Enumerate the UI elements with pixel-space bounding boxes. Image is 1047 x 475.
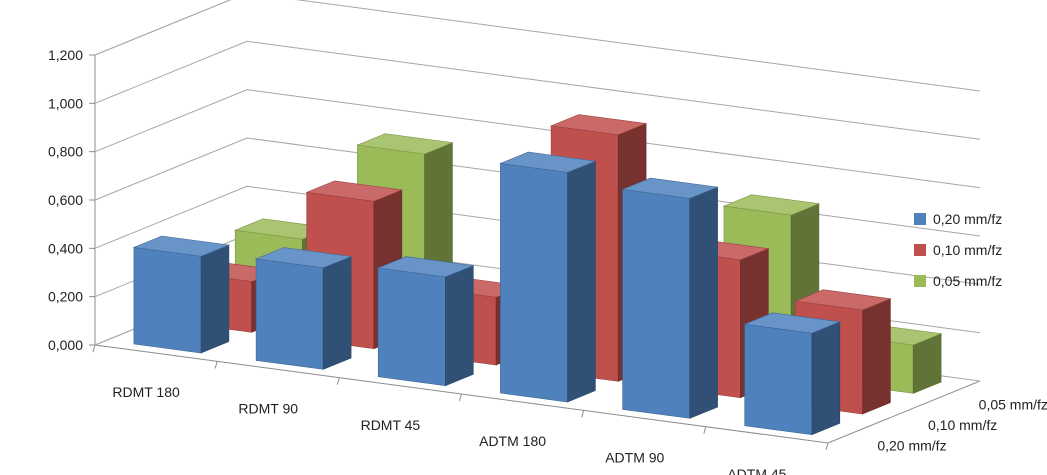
legend: 0,20 mm/fz 0,10 mm/fz 0,05 mm/fz: [914, 203, 1044, 296]
legend-item-series-1: 0,20 mm/fz: [914, 203, 1044, 234]
depth-axis-labels: 0,05 mm/fz 0,10 mm/fz 0,20 mm/fz: [877, 396, 1047, 453]
bars: [132, 114, 943, 436]
bar-top-face: [254, 247, 353, 269]
bar: [254, 247, 353, 370]
bar-side-face: [445, 265, 474, 387]
x-tick-mark: [825, 442, 829, 451]
bar-top-face: [549, 114, 648, 136]
bar-front-face: [255, 258, 324, 370]
x-tick-mark: [703, 426, 707, 434]
bar-top-face: [621, 177, 719, 199]
gridline: [94, 89, 981, 189]
y-tick-label: 1,000: [48, 95, 83, 111]
x-tick-label: RDMT 90: [238, 401, 298, 417]
x-tick-label: RDMT 45: [361, 417, 421, 433]
x-tick-mark: [92, 344, 96, 353]
depth-axis-label: 0,10 mm/fz: [928, 417, 997, 433]
bar-top-face: [305, 180, 403, 202]
y-tick-label: 0,200: [48, 289, 83, 305]
bar-side-face: [689, 186, 718, 419]
y-tick-label: 0,400: [48, 240, 83, 256]
x-tick-label: ADTM 90: [605, 450, 664, 466]
bar-front-face: [500, 163, 568, 403]
bar-front-face: [744, 323, 813, 436]
bar-top-face: [743, 312, 841, 334]
bar-top-face: [722, 194, 821, 216]
bar-front-face: [622, 189, 691, 419]
y-tick-label: 1,200: [48, 47, 83, 63]
legend-label: 0,10 mm/fz: [933, 241, 1003, 258]
legend-swatch: [914, 212, 926, 225]
bar-side-face: [200, 244, 230, 354]
wall-edge: [94, 0, 232, 56]
y-tick-label: 0,600: [48, 192, 83, 208]
gridline: [94, 0, 981, 92]
x-tick-label: ADTM 180: [479, 433, 546, 449]
bar-side-face: [862, 298, 891, 415]
bar-side-face: [567, 160, 596, 403]
bar-front-face: [133, 247, 202, 354]
y-axis-tick-labels: 0,000 0,200 0,400 0,600 0,800 1,000 1,200: [48, 47, 83, 353]
legend-swatch: [914, 274, 926, 287]
bar-side-face: [811, 321, 841, 436]
x-tick-mark: [581, 410, 585, 418]
bar: [499, 151, 597, 403]
x-tick-mark: [214, 361, 218, 369]
bar-top-face: [356, 133, 454, 155]
bar: [132, 235, 231, 354]
x-tick-mark: [459, 393, 462, 402]
gridline: [94, 40, 981, 140]
bar-top-face: [377, 256, 475, 278]
x-axis-tick-labels: RDMT 180 RDMT 90 RDMT 45 ADTM 180 ADTM 90 ADT…: [112, 384, 786, 475]
bar-top-face: [132, 235, 231, 257]
x-tick-label: RDMT 180: [112, 384, 180, 400]
legend-label: 0,05 mm/fz: [933, 272, 1003, 289]
depth-axis-label: 0,05 mm/fz: [979, 396, 1047, 412]
bar-top-face: [794, 289, 892, 311]
bar: [743, 312, 841, 436]
bar-top-face: [499, 151, 597, 173]
legend-item-series-3: 0,05 mm/fz: [914, 265, 1044, 296]
x-tick-mark: [336, 377, 340, 385]
y-tick-label: 0,000: [48, 337, 83, 353]
bar-side-face: [322, 256, 352, 370]
bar: [621, 177, 719, 419]
bar-front-face: [377, 267, 446, 387]
bar: [377, 256, 475, 387]
y-tick-label: 0,800: [48, 144, 83, 160]
legend-swatch: [914, 243, 926, 256]
depth-axis-label: 0,20 mm/fz: [877, 438, 946, 454]
x-tick-label: ADTM 45: [727, 466, 786, 475]
legend-label: 0,20 mm/fz: [933, 210, 1003, 227]
legend-item-series-2: 0,10 mm/fz: [914, 234, 1044, 265]
